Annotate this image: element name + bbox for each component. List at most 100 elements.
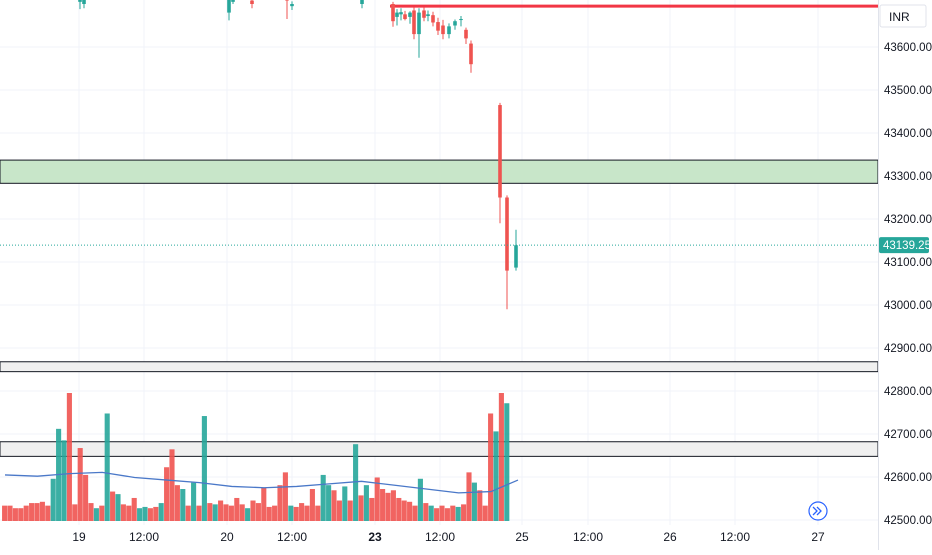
candle-body xyxy=(505,197,509,271)
time-tick-label: 26 xyxy=(663,530,677,544)
horizontal-levels xyxy=(0,4,879,457)
volume-bar xyxy=(115,494,121,521)
candle-body xyxy=(431,15,435,23)
volume-bar xyxy=(331,490,337,521)
candles xyxy=(78,0,518,310)
volume-bar xyxy=(93,508,99,521)
volume-bar xyxy=(218,500,224,521)
volume-bar xyxy=(201,416,207,521)
volume-bar xyxy=(29,503,35,521)
volume-bar xyxy=(255,503,261,521)
candle-body xyxy=(78,0,82,2)
candle-body xyxy=(285,0,289,1)
time-tick-label: 12:00 xyxy=(425,530,455,544)
volume-bar xyxy=(66,393,72,521)
volume-bar xyxy=(353,444,359,521)
volume-bar xyxy=(266,506,272,521)
volume-bar xyxy=(234,497,240,521)
go-to-realtime-button[interactable] xyxy=(808,501,828,521)
volume-bar xyxy=(320,474,326,521)
time-tick-label: 12:00 xyxy=(720,530,750,544)
volume-bar xyxy=(326,485,332,521)
volume-bar xyxy=(137,508,143,521)
volume-bar xyxy=(374,477,380,521)
volume-bar xyxy=(18,508,24,521)
candle-body xyxy=(441,25,445,35)
last-price-label: 43139.25 xyxy=(883,240,931,252)
candle-body xyxy=(290,4,294,7)
volume-bar xyxy=(461,504,467,521)
candle-body xyxy=(417,12,421,35)
time-tick-label: 27 xyxy=(811,530,825,544)
volume-bar xyxy=(428,505,434,521)
price-tick-label: 43300.00 xyxy=(884,171,932,183)
time-tick-label: 25 xyxy=(515,530,529,544)
volume-bar xyxy=(309,489,315,521)
time-tick-label: 23 xyxy=(368,530,382,544)
time-axis[interactable]: 19 12:00 20 12:00 23 12:00 25 12:00 26 12:00 27 xyxy=(72,530,825,544)
volume-bar xyxy=(369,497,375,521)
candle-body xyxy=(469,43,473,65)
volume-bar xyxy=(488,413,494,521)
time-tick-label: 20 xyxy=(220,530,234,544)
volume-bar xyxy=(347,500,353,521)
candle-body xyxy=(412,10,416,35)
volume-bar xyxy=(434,508,440,521)
candle-body xyxy=(422,10,426,18)
volume-bar xyxy=(169,449,175,521)
candle-body xyxy=(447,26,451,35)
candle-body xyxy=(403,14,407,20)
price-tick-label: 42800.00 xyxy=(884,386,932,398)
volume-bar xyxy=(72,504,78,521)
volume-bar xyxy=(423,503,429,521)
price-axis[interactable]: 42500.00 42600.00 42700.00 42800.00 42900.00… xyxy=(884,42,932,527)
volume-bar xyxy=(7,505,13,521)
volume-bar xyxy=(142,506,148,521)
volume-bar xyxy=(83,474,89,521)
currency-label: INR xyxy=(889,10,910,24)
price-tick-label: 43000.00 xyxy=(884,300,932,312)
volume-bar xyxy=(23,505,29,521)
support-zone-gray xyxy=(0,441,879,457)
volume-bar xyxy=(390,490,396,521)
volume-bars xyxy=(2,393,510,521)
price-tick-label: 43500.00 xyxy=(884,85,932,97)
volume-bar xyxy=(191,482,197,521)
volume-bar xyxy=(88,503,94,521)
grid xyxy=(0,0,878,525)
volume-bar xyxy=(439,505,445,521)
price-tick-label: 42700.00 xyxy=(884,429,932,441)
volume-bar xyxy=(45,505,51,521)
last-price-badge xyxy=(879,237,929,254)
currency-box[interactable] xyxy=(879,4,927,28)
volume-bar xyxy=(407,501,413,521)
volume-bar xyxy=(153,506,159,521)
volume-bar xyxy=(315,505,321,521)
volume-bar xyxy=(336,500,342,521)
candle-body xyxy=(391,4,395,22)
volume-bar xyxy=(401,500,407,521)
volume-bar xyxy=(380,489,386,521)
price-tick-label: 42600.00 xyxy=(884,472,932,484)
volume-bar xyxy=(180,489,186,521)
volume-bar xyxy=(304,505,310,521)
support-zone-green xyxy=(0,159,879,184)
volume-bar xyxy=(12,508,18,521)
time-tick-label: 12:00 xyxy=(277,530,307,544)
volume-bar xyxy=(196,505,202,521)
time-tick-label: 12:00 xyxy=(573,530,603,544)
volume-bar xyxy=(482,505,488,521)
volume-bar xyxy=(504,403,510,521)
volume-bar xyxy=(250,500,256,521)
volume-bar xyxy=(282,472,288,521)
volume-bar xyxy=(126,505,132,521)
support-zone-gray xyxy=(0,361,879,373)
volume-bar xyxy=(61,440,67,521)
price-tick-label: 42500.00 xyxy=(884,515,932,527)
volume-bar xyxy=(77,448,83,521)
volume-bar xyxy=(288,505,294,521)
volume-bar xyxy=(110,491,116,521)
volume-bar xyxy=(131,497,137,521)
